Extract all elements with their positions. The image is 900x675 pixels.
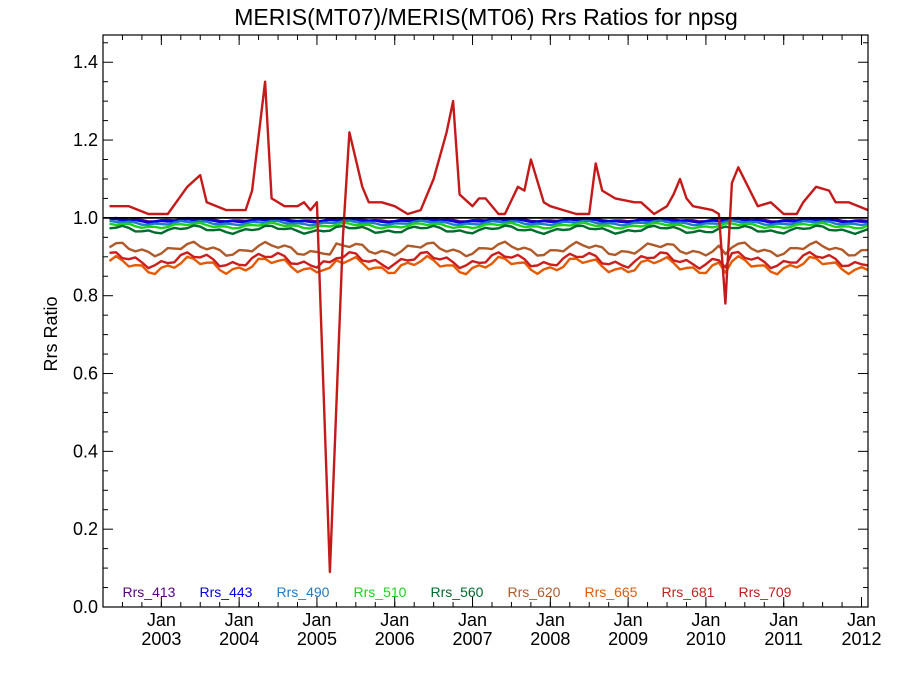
- series-line-rrs-490: [109, 219, 868, 227]
- x-tick-year: 2008: [530, 629, 570, 649]
- x-tick-month: Jan: [536, 610, 565, 630]
- legend-entry-rrs-681: Rrs_681: [662, 584, 715, 600]
- legend-entry-rrs-510: Rrs_510: [354, 584, 407, 600]
- legend-entry-rrs-709: Rrs_709: [739, 584, 792, 600]
- legend: Rrs_413 Rrs_443 Rrs_490 Rrs_510 Rrs_560 Rrs_6…: [123, 584, 792, 600]
- plot-frame: [102, 34, 869, 608]
- legend-entry-rrs-443: Rrs_443: [200, 584, 253, 600]
- series-line-rrs-665: [108, 254, 868, 276]
- x-tick-month: Jan: [380, 610, 409, 630]
- x-tick-year: 2011: [764, 629, 803, 649]
- legend-entry-rrs-665: Rrs_665: [585, 584, 638, 600]
- series-line-rrs-681: [109, 250, 868, 270]
- x-tick-month: Jan: [225, 610, 254, 630]
- x-tick-month: Jan: [847, 610, 876, 630]
- y-tick-label: 1.4: [73, 52, 98, 72]
- y-axis-label: Rrs Ratio: [41, 296, 61, 371]
- x-tick-year: 2010: [686, 629, 726, 649]
- y-tick-label: 0.6: [73, 364, 98, 384]
- y-tick-label: 1.2: [73, 130, 98, 150]
- series-group: [108, 80, 868, 574]
- x-tick-year: 2012: [841, 629, 881, 649]
- x-tick-month: Jan: [458, 610, 487, 630]
- plot-area: [103, 80, 868, 574]
- series-line-rrs-709: [109, 80, 868, 574]
- series-line-rrs-560: [109, 224, 868, 236]
- x-tick-month: Jan: [691, 610, 720, 630]
- x-tick-year: 2009: [608, 629, 648, 649]
- y-tick-label: 0.2: [73, 519, 98, 539]
- series-line-rrs-510: [109, 221, 868, 230]
- axes: 0.00.20.40.60.81.01.21.4Jan2003Jan2004Ja…: [73, 34, 882, 649]
- x-tick-year: 2003: [141, 629, 181, 649]
- legend-entry-rrs-560: Rrs_560: [431, 584, 484, 600]
- legend-entry-rrs-413: Rrs_413: [123, 584, 176, 600]
- x-tick-year: 2004: [219, 629, 259, 649]
- series-line-rrs-620: [108, 240, 868, 258]
- chart-title: MERIS(MT07)/MERIS(MT06) Rrs Ratios for n…: [234, 4, 738, 30]
- x-tick-year: 2006: [375, 629, 415, 649]
- x-tick-month: Jan: [147, 610, 176, 630]
- x-tick-month: Jan: [769, 610, 798, 630]
- x-tick-month: Jan: [614, 610, 643, 630]
- legend-entry-rrs-490: Rrs_490: [277, 584, 330, 600]
- y-tick-label: 0.4: [73, 441, 98, 461]
- legend-entry-rrs-620: Rrs_620: [508, 584, 561, 600]
- x-tick-month: Jan: [302, 610, 331, 630]
- series-line-rrs-443: [109, 217, 868, 224]
- y-tick-label: 1.0: [73, 208, 98, 228]
- y-tick-label: 0.8: [73, 286, 98, 306]
- x-tick-year: 2005: [297, 629, 337, 649]
- x-tick-year: 2007: [453, 629, 493, 649]
- y-tick-label: 0.0: [73, 597, 98, 617]
